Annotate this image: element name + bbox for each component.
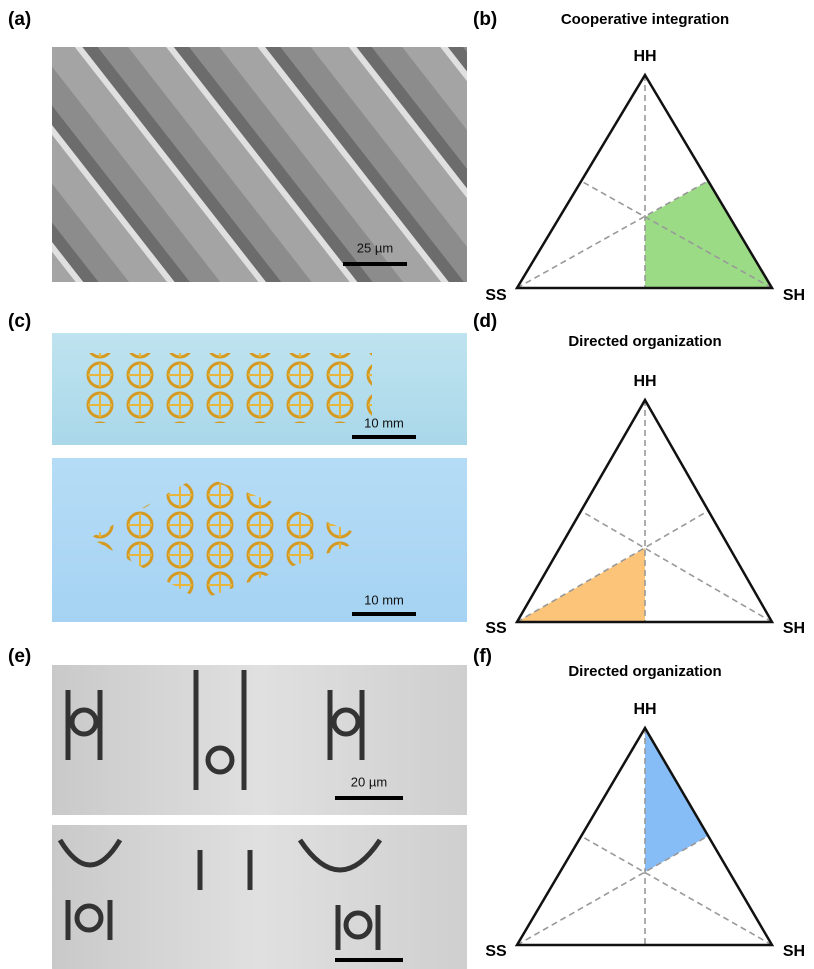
scale-label: 25 µm	[357, 240, 393, 255]
panel-label: (c)	[8, 311, 31, 332]
median-lines	[517, 728, 772, 945]
panel-title: Directed organization	[568, 333, 721, 350]
panel-label: (a)	[8, 9, 31, 30]
scale-label: 10 mm	[364, 592, 404, 607]
vertex-label: SS	[485, 943, 507, 960]
structure	[82, 353, 372, 423]
panel-label: (e)	[8, 646, 31, 667]
micrograph	[52, 665, 467, 815]
region	[645, 181, 772, 288]
vertex-label: HH	[633, 48, 656, 65]
panel-title: Directed organization	[568, 663, 721, 680]
vertex-label: SH	[783, 620, 805, 637]
scale-label: 20 µm	[351, 774, 387, 789]
region	[645, 728, 708, 872]
vertex-label: SH	[783, 943, 805, 960]
panel-label: (b)	[473, 9, 497, 30]
sem-image	[52, 47, 467, 282]
panel-title: Cooperative integration	[561, 11, 729, 28]
vertex-label: SH	[783, 287, 805, 304]
vertex-label: HH	[633, 373, 656, 390]
vertex-label: HH	[633, 701, 656, 718]
figure: (a) 25 µm (c) 10 mm 10 mm (e) 20 µm (b) …	[0, 0, 814, 969]
scale-label: 10 mm	[364, 415, 404, 430]
panel-label: (d)	[473, 311, 497, 332]
vertex-label: SS	[485, 287, 507, 304]
vertex-label: SS	[485, 620, 507, 637]
panel-label: (f)	[473, 646, 492, 667]
